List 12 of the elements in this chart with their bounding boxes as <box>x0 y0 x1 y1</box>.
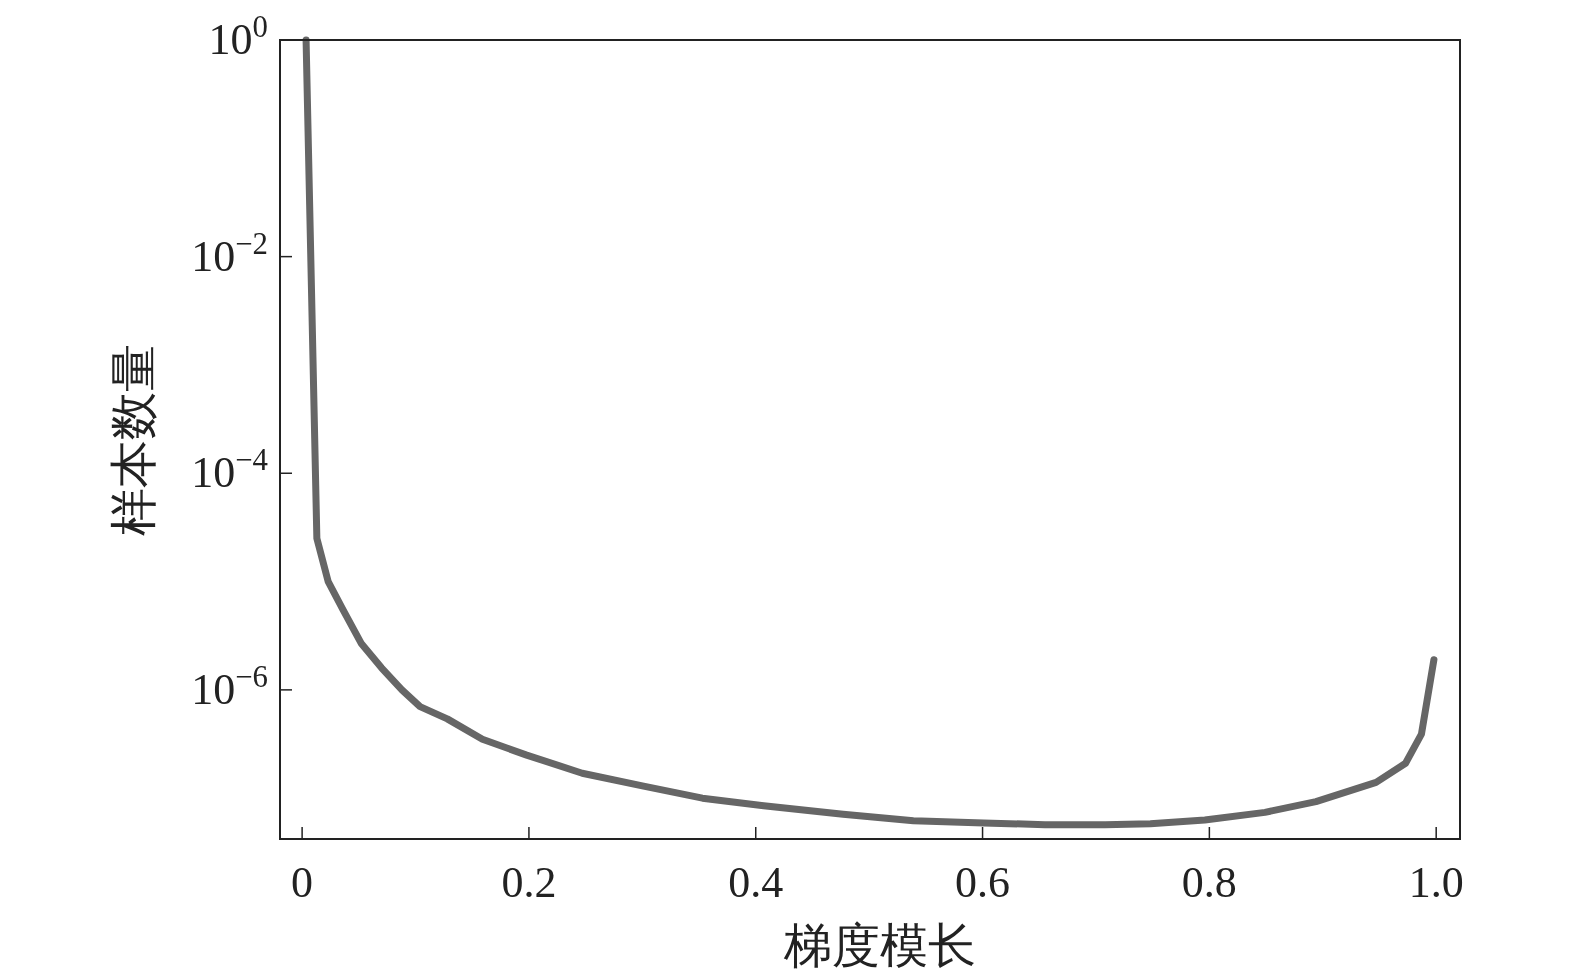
y-axis-title: 样本数量 <box>107 343 160 536</box>
x-axis-title: 梯度模长 <box>783 919 976 972</box>
x-tick-label: 0.2 <box>501 858 557 907</box>
x-tick-label: 0.6 <box>955 858 1011 907</box>
x-tick-label: 1.0 <box>1408 858 1464 907</box>
x-tick-label: 0.4 <box>728 858 784 907</box>
x-tick-label: 0 <box>291 858 314 907</box>
y-tick-label: 10$^{−4}$ <box>191 443 268 498</box>
y-tick-label: 10$^{−2}$ <box>191 226 268 281</box>
x-tick-label: 0.8 <box>1181 858 1237 907</box>
y-tick-label: 10$^{0}$ <box>208 10 268 64</box>
y-tick-label: 10$^{−6}$ <box>191 659 268 714</box>
